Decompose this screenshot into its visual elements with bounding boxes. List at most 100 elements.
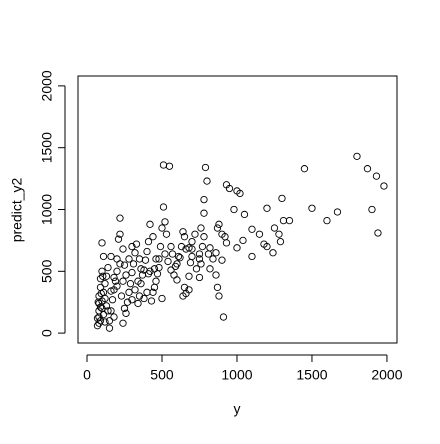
- y-tick-label: 500: [39, 259, 55, 283]
- point: [368, 205, 376, 214]
- point: [149, 233, 157, 241]
- point: [128, 268, 136, 277]
- point: [275, 230, 283, 238]
- point: [218, 230, 226, 238]
- point: [125, 288, 133, 296]
- point: [135, 255, 144, 263]
- point: [98, 267, 106, 275]
- point: [213, 283, 222, 292]
- point: [113, 282, 121, 290]
- point: [198, 242, 207, 251]
- x-axis-label: y: [234, 401, 241, 417]
- point: [269, 249, 277, 257]
- point: [164, 257, 172, 266]
- point: [200, 195, 208, 204]
- point: [98, 239, 106, 247]
- point: [323, 216, 331, 225]
- point: [107, 307, 115, 315]
- point: [278, 194, 286, 203]
- point: [215, 292, 223, 300]
- point: [308, 204, 316, 212]
- point: [129, 260, 138, 268]
- point: [99, 310, 108, 319]
- point: [300, 165, 309, 173]
- point: [180, 233, 189, 241]
- point: [380, 182, 388, 190]
- point: [97, 289, 105, 298]
- point: [159, 203, 168, 211]
- point: [134, 277, 142, 285]
- point: [201, 163, 210, 172]
- point: [101, 280, 109, 288]
- point: [105, 324, 114, 332]
- point: [104, 263, 112, 272]
- point: [107, 287, 115, 295]
- point: [200, 233, 208, 241]
- plot-frame: [77, 75, 398, 344]
- point: [108, 296, 117, 304]
- point: [230, 205, 238, 214]
- point: [200, 209, 208, 217]
- point: [150, 283, 159, 292]
- point: [248, 252, 256, 261]
- point: [146, 220, 154, 228]
- point: [137, 265, 145, 273]
- point: [155, 255, 163, 263]
- point: [96, 303, 105, 311]
- point: [144, 237, 153, 246]
- point: [177, 242, 186, 251]
- point: [179, 228, 187, 236]
- point: [161, 250, 169, 258]
- point: [125, 255, 133, 263]
- point: [188, 252, 196, 261]
- point: [222, 239, 231, 247]
- point: [101, 294, 109, 303]
- point: [132, 240, 141, 248]
- point: [219, 313, 228, 321]
- point: [158, 294, 166, 303]
- point: [155, 263, 163, 272]
- point: [353, 152, 361, 160]
- point: [135, 292, 144, 300]
- x-tick-label: 0: [83, 367, 91, 383]
- point: [222, 181, 231, 189]
- point: [167, 242, 175, 251]
- y-tick-label: 1000: [39, 194, 55, 225]
- point: [218, 256, 226, 264]
- point: [255, 230, 264, 238]
- point: [122, 271, 130, 279]
- point: [110, 273, 118, 282]
- point: [204, 250, 213, 258]
- point: [119, 245, 127, 253]
- y-tick-label: 0: [39, 329, 55, 337]
- point: [215, 220, 223, 228]
- point: [156, 242, 165, 251]
- point: [144, 270, 153, 278]
- point: [110, 313, 118, 321]
- point: [143, 288, 151, 296]
- point: [197, 224, 205, 232]
- point: [195, 255, 204, 263]
- point: [119, 277, 127, 285]
- point: [185, 272, 193, 280]
- point: [128, 296, 136, 304]
- point: [116, 230, 124, 238]
- point: [159, 161, 168, 169]
- point: [107, 252, 115, 261]
- point: [263, 242, 271, 251]
- point: [143, 247, 151, 256]
- point: [203, 177, 211, 185]
- point: [117, 292, 126, 300]
- point: [140, 294, 148, 303]
- point: [174, 252, 183, 261]
- point: [240, 210, 249, 219]
- point: [104, 307, 112, 315]
- point: [116, 260, 124, 268]
- y-tick-label: 2000: [39, 70, 55, 101]
- point: [248, 225, 256, 233]
- point: [93, 314, 102, 322]
- point: [161, 218, 169, 226]
- point: [120, 304, 129, 313]
- point: [131, 249, 139, 257]
